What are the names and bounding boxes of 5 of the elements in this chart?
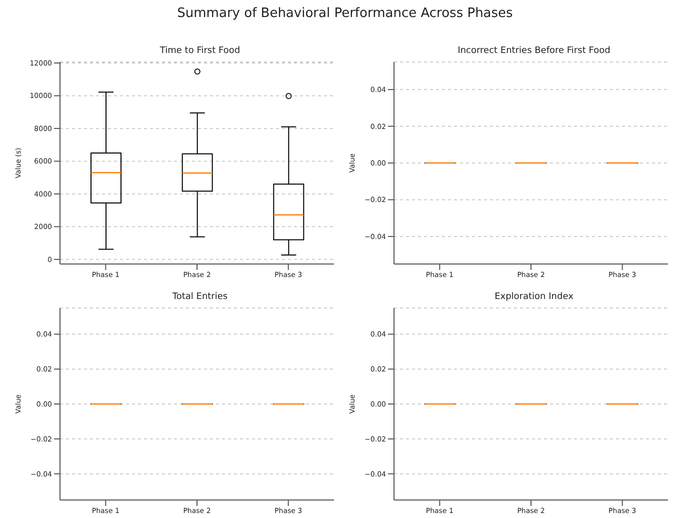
chart-title: Total Entries [171, 292, 229, 302]
chart-title: Exploration Index [494, 292, 574, 302]
text: Summary of Behavioral Performance Across Phases [176, 6, 514, 21]
chart-title: Time to First Food [158, 46, 242, 56]
chart-title: Incorrect Entries Before First Food [456, 46, 612, 56]
